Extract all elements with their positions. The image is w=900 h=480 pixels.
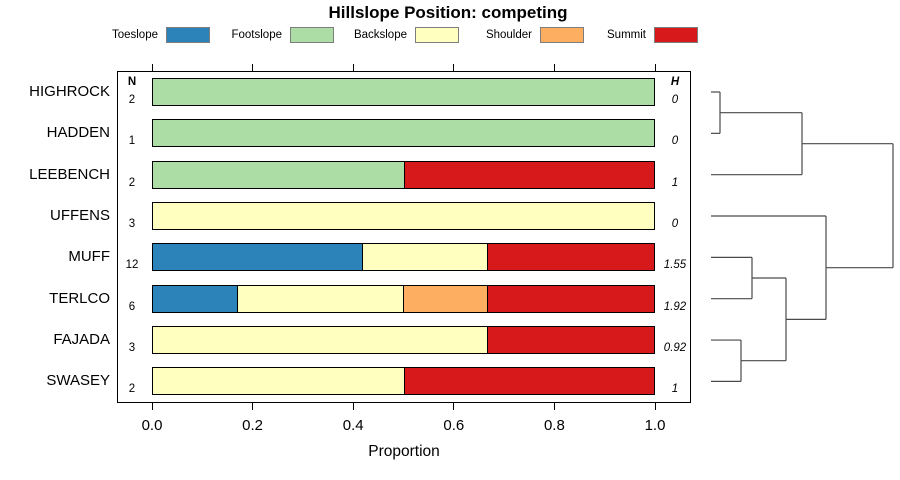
chart-title: Hillslope Position: competing: [328, 3, 568, 22]
x-axis-label: Proportion: [368, 443, 440, 460]
legend-swatch-summit: [654, 27, 698, 43]
x-tick-bottom: [553, 403, 555, 410]
bar-row: [152, 160, 655, 189]
bar-segment-shoulder: [403, 285, 487, 312]
bar-segment-summit: [487, 244, 654, 271]
h-value: 0: [671, 94, 679, 106]
h-column-header: H: [670, 76, 680, 88]
h-value: 0: [671, 218, 679, 231]
n-value: 2: [128, 176, 136, 189]
bar-row: [152, 243, 655, 272]
n-value: 6: [128, 300, 136, 313]
n-value: 3: [128, 218, 136, 231]
x-tick-label: 0.6: [443, 417, 465, 434]
h-value: 0: [671, 135, 679, 148]
legend-swatch-toeslope: [166, 27, 210, 43]
h-value: 1: [671, 383, 679, 396]
n-value: 12: [125, 259, 139, 272]
bar-segment-footslope: [153, 79, 654, 105]
x-tick-top: [453, 64, 455, 71]
legend-label-summit: Summit: [607, 29, 646, 41]
legend-swatch-backslope: [415, 27, 459, 43]
row-label: SWASEY: [46, 372, 110, 390]
x-tick-label: 0.4: [342, 417, 364, 434]
row-label: UFFENS: [50, 207, 110, 225]
bar-segment-backslope: [153, 368, 404, 395]
bar-segment-summit: [403, 368, 654, 395]
legend-label-toeslope: Toeslope: [111, 29, 158, 41]
x-tick-label: 0.2: [242, 417, 264, 434]
x-tick-top: [252, 64, 254, 71]
x-tick-top: [352, 64, 354, 71]
bar-segment-backslope: [236, 285, 404, 312]
bar-segment-backslope: [153, 327, 488, 354]
n-value: 1: [128, 135, 136, 148]
bar-row: [152, 326, 655, 355]
n-value: 3: [128, 342, 136, 355]
bar-segment-backslope: [361, 244, 488, 271]
row-label: HIGHROCK: [29, 83, 110, 100]
x-tick-bottom: [453, 403, 455, 410]
row-label: HADDEN: [46, 124, 110, 142]
bar-segment-footslope: [153, 120, 654, 147]
h-value: 1.92: [663, 300, 687, 313]
x-tick-label: 0.0: [141, 417, 163, 434]
x-tick-bottom: [654, 403, 656, 410]
row-label: MUFF: [68, 248, 110, 266]
bar-segment-summit: [403, 161, 654, 188]
row-label: TERLCO: [49, 289, 110, 307]
bar-segment-summit: [487, 285, 654, 312]
n-value: 2: [128, 94, 136, 106]
legend-label-shoulder: Shoulder: [485, 29, 532, 41]
row-label: FAJADA: [53, 331, 110, 349]
bar-row: [152, 202, 655, 231]
plot-area: [117, 71, 691, 403]
h-value: 1.55: [663, 259, 687, 272]
row-label: LEEBENCH: [29, 165, 110, 183]
x-tick-bottom: [252, 403, 254, 410]
bar-segment-toeslope: [153, 244, 362, 271]
x-tick-top: [553, 64, 555, 71]
bar-row: [152, 78, 655, 106]
bar-segment-toeslope: [153, 285, 237, 312]
bar-segment-footslope: [153, 161, 404, 188]
bar-segment-backslope: [153, 203, 654, 230]
x-tick-label: 1.0: [644, 417, 666, 434]
h-value: 1: [671, 176, 679, 189]
x-tick-top: [151, 64, 153, 71]
x-tick-bottom: [352, 403, 354, 410]
legend-swatch-footslope: [290, 27, 334, 43]
h-value: 0.92: [663, 342, 687, 355]
n-column-header: N: [127, 76, 137, 88]
x-tick-label: 0.8: [543, 417, 565, 434]
bar-segment-summit: [487, 327, 654, 354]
x-tick-bottom: [151, 403, 153, 410]
bar-row: [152, 119, 655, 148]
x-tick-top: [654, 64, 656, 71]
bar-row: [152, 284, 655, 313]
legend-label-footslope: Footslope: [231, 29, 282, 41]
n-value: 2: [128, 383, 136, 396]
legend-label-backslope: Backslope: [353, 29, 407, 41]
legend-swatch-shoulder: [540, 27, 584, 43]
bar-row: [152, 367, 655, 396]
